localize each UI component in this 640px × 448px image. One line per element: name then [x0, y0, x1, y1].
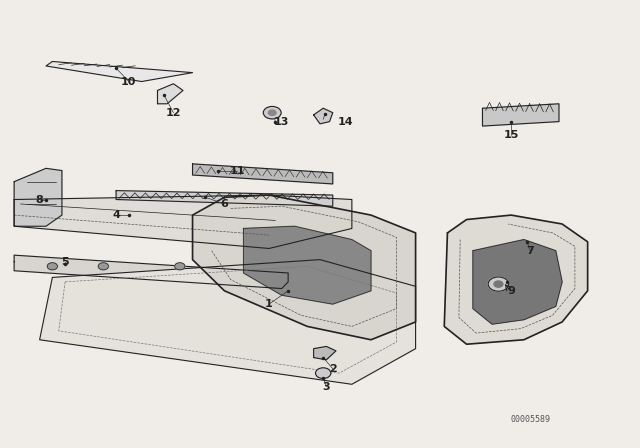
Text: 00005589: 00005589 — [510, 415, 550, 424]
Polygon shape — [473, 240, 562, 324]
Polygon shape — [116, 190, 333, 206]
Polygon shape — [40, 260, 415, 384]
Polygon shape — [193, 195, 415, 340]
Text: 4: 4 — [112, 210, 120, 220]
Text: 9: 9 — [508, 286, 515, 296]
Polygon shape — [244, 226, 371, 304]
Text: 8: 8 — [36, 194, 44, 205]
Polygon shape — [444, 215, 588, 344]
Text: 13: 13 — [274, 116, 289, 127]
Text: 1: 1 — [265, 299, 273, 309]
Text: 7: 7 — [527, 246, 534, 256]
Text: 3: 3 — [323, 382, 330, 392]
Circle shape — [494, 281, 503, 287]
Circle shape — [47, 263, 58, 270]
Text: 12: 12 — [166, 108, 181, 118]
Text: 10: 10 — [121, 77, 136, 86]
Text: 11: 11 — [229, 166, 245, 176]
Polygon shape — [314, 108, 333, 124]
Circle shape — [488, 277, 509, 291]
Text: 2: 2 — [329, 364, 337, 374]
Polygon shape — [157, 84, 183, 104]
Polygon shape — [14, 255, 288, 289]
Circle shape — [316, 368, 331, 379]
Polygon shape — [14, 195, 352, 249]
Polygon shape — [46, 61, 193, 82]
Circle shape — [99, 263, 108, 270]
Polygon shape — [483, 104, 559, 126]
Circle shape — [263, 107, 281, 119]
Polygon shape — [314, 346, 336, 360]
Circle shape — [268, 110, 276, 116]
Polygon shape — [193, 164, 333, 184]
Text: 5: 5 — [61, 257, 69, 267]
Text: 15: 15 — [504, 130, 519, 140]
Circle shape — [175, 263, 185, 270]
Polygon shape — [14, 168, 62, 226]
Text: 14: 14 — [338, 116, 353, 127]
Text: 6: 6 — [220, 199, 228, 209]
